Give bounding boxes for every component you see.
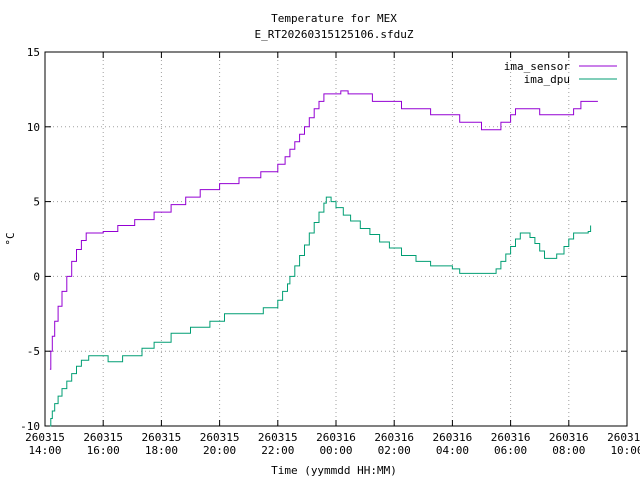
x-tick-label-time: 02:00 [378,444,411,457]
y-tick-label: -10 [20,420,40,433]
series-line-ima_dpu [49,196,592,427]
series-line-ima_sensor [49,90,598,370]
grid [45,52,627,426]
x-tick-label-date: 260315 [25,431,65,444]
x-tick-label-time: 14:00 [28,444,61,457]
x-tick-label-date: 260316 [607,431,640,444]
x-tick-label-time: 22:00 [261,444,294,457]
x-tick-label-time: 04:00 [436,444,469,457]
legend-label: ima_sensor [504,60,571,73]
y-axis-label: °C [4,232,17,245]
x-tick-label-date: 260315 [200,431,240,444]
chart-title: Temperature for MEX [271,12,397,25]
y-tick-label: 15 [27,46,40,59]
x-tick-label-time: 16:00 [87,444,120,457]
y-tick-label: 10 [27,121,40,134]
x-tick-label-date: 260316 [316,431,356,444]
x-tick-label-time: 18:00 [145,444,178,457]
x-tick-label-date: 260316 [374,431,414,444]
legend-label: ima_dpu [524,73,570,86]
x-tick-label-date: 260315 [142,431,182,444]
y-tick-label: 5 [33,196,40,209]
x-tick-label-date: 260315 [83,431,123,444]
x-tick-label-date: 260316 [491,431,531,444]
x-tick-label-time: 10:00 [610,444,640,457]
chart-subtitle: E_RT20260315125106.sfduZ [255,28,414,41]
x-axis-label: Time (yymmdd HH:MM) [271,464,397,477]
x-tick-label-date: 260316 [433,431,473,444]
x-tick-label-time: 06:00 [494,444,527,457]
x-tick-label-time: 20:00 [203,444,236,457]
series [49,90,598,427]
y-tick-label: 0 [33,270,40,283]
x-tick-label-date: 260316 [549,431,589,444]
x-tick-label-date: 260315 [258,431,298,444]
axes: -10-505101526031514:0026031516:002603151… [20,46,640,457]
y-tick-label: -5 [27,345,40,358]
x-tick-label-time: 00:00 [319,444,352,457]
x-tick-label-time: 08:00 [552,444,585,457]
